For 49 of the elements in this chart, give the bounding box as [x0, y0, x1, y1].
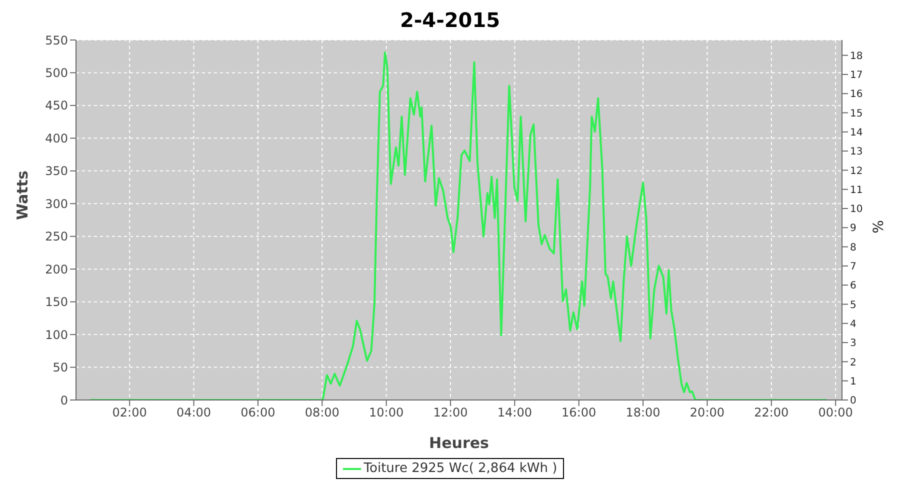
x-tick-label: 18:00: [626, 406, 660, 420]
y2-tick-label: 11: [850, 184, 863, 196]
chart-title: 2-4-2015: [398, 8, 502, 34]
x-tick-label: 12:00: [433, 406, 468, 420]
y-tick-label: 200: [45, 262, 68, 276]
x-tick-label: 04:00: [176, 406, 212, 420]
x-tick-label: 08:00: [304, 406, 340, 420]
x-tick-label: 22:00: [754, 406, 789, 420]
y2-tick-label: 9: [850, 223, 856, 234]
y-tick-label: 400: [45, 131, 68, 146]
y-tick-label: 250: [45, 230, 68, 244]
y2-tick-label: 12: [850, 166, 863, 177]
y-tick-label: 100: [45, 328, 68, 342]
y2-tick-label: 5: [850, 300, 856, 311]
x-tick-label: 02:00: [112, 406, 147, 420]
y-tick-label: 500: [45, 66, 68, 80]
x-tick-label: 06:00: [240, 406, 276, 420]
y-tick-label: 0: [60, 393, 68, 408]
y-tick-label: 350: [45, 164, 68, 178]
y2-tick-label: 16: [850, 89, 863, 100]
legend-label: Toiture 2925 Wc( 2,864 kWh ): [364, 461, 558, 476]
y2-tick-label: 17: [850, 70, 863, 82]
y2-tick-label: 14: [850, 127, 863, 138]
x-tick-label: 14:00: [497, 406, 532, 420]
x-tick-label: 16:00: [562, 406, 596, 420]
y2-tick-label: 6: [850, 280, 856, 292]
y2-tick-label: 1: [850, 376, 856, 388]
y2-tick-label: 13: [850, 146, 863, 158]
y-tick-label: 150: [45, 295, 68, 310]
y-axis-title: Watts: [13, 170, 32, 220]
line-series: [89, 51, 828, 400]
y2-axis-title: %: [870, 220, 887, 234]
y2-tick-label: 4: [850, 318, 856, 330]
x-tick-label: 00:00: [818, 406, 853, 420]
y2-tick-label: 7: [850, 262, 856, 273]
y2-tick-label: 15: [850, 108, 863, 120]
x-tick-label: 10:00: [369, 406, 404, 420]
y-tick-label: 300: [45, 196, 68, 211]
y-tick-label: 550: [45, 33, 68, 48]
y2-tick-label: 10: [850, 204, 863, 216]
y2-tick-label: 18: [850, 50, 863, 62]
y-tick-label: 450: [45, 98, 68, 113]
y2-tick-label: 2: [850, 357, 856, 368]
x-tick-label: 20:00: [690, 406, 725, 420]
x-axis-title: Heures: [429, 434, 490, 452]
y2-tick-label: 8: [850, 242, 856, 254]
y2-tick-label: 0: [850, 396, 856, 407]
y2-tick-label: 3: [850, 338, 856, 350]
y-tick-label: 50: [52, 360, 68, 375]
